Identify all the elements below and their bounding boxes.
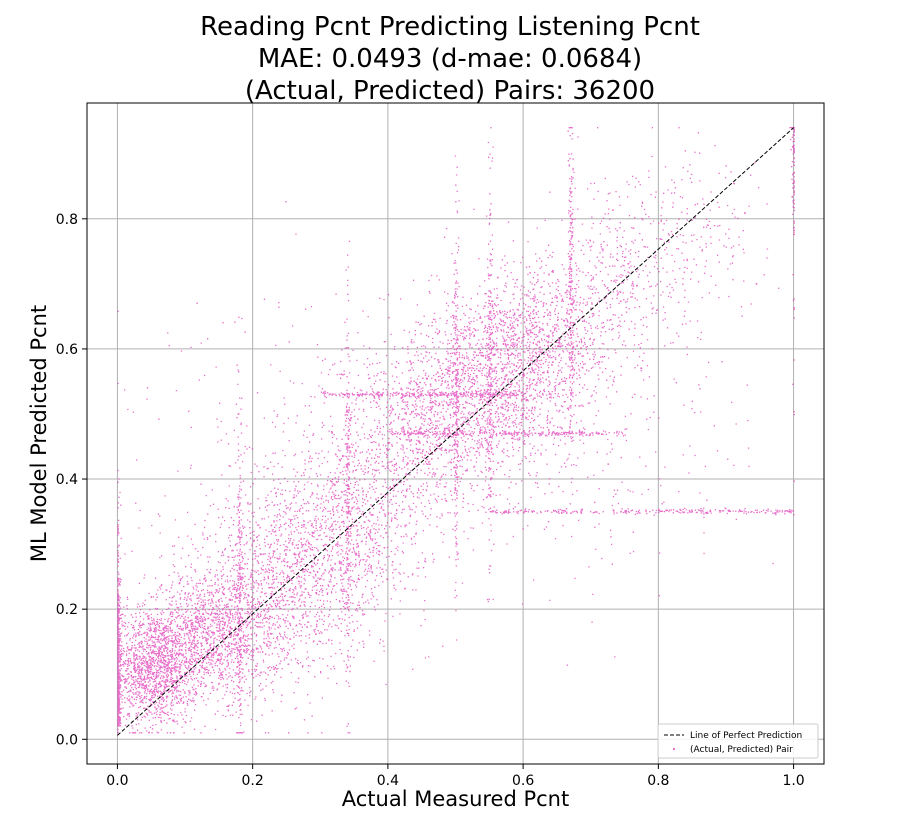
legend-swatch-point [673, 748, 675, 750]
y-tick-label: 0.2 [56, 602, 78, 618]
grid-lines [87, 103, 824, 764]
scatter-points [117, 127, 795, 734]
x-tick-label: 1.0 [782, 773, 804, 789]
legend-box [657, 723, 819, 759]
legend-label-point: (Actual, Predicted) Pair [690, 745, 793, 755]
y-axis-label: ML Model Predicted Pcnt [27, 305, 51, 562]
y-tick-label: 0.6 [56, 342, 78, 358]
x-tick-label: 0.2 [242, 773, 264, 789]
x-axis-ticks: 0.0 0.2 0.4 0.6 0.8 1.0 [106, 764, 805, 789]
legend: Line of Perfect Prediction (Actual, Pred… [657, 723, 819, 759]
legend-label-perfect-line: Line of Perfect Prediction [690, 731, 802, 741]
chart-title-line-1: Reading Pcnt Predicting Listening Pcnt [200, 12, 700, 42]
y-tick-label: 0.8 [56, 212, 78, 228]
y-tick-label: 0.4 [56, 472, 78, 488]
perfect-prediction-line [117, 127, 794, 736]
y-tick-label: 0.0 [56, 732, 78, 748]
x-tick-label: 0.8 [647, 773, 669, 789]
x-axis-label: Actual Measured Pcnt [342, 787, 569, 811]
chart-title-line-3: (Actual, Predicted) Pairs: 36200 [244, 76, 656, 106]
chart-title-line-2: MAE: 0.0493 (d-mae: 0.0684) [257, 44, 643, 74]
y-axis-ticks: 0.0 0.2 0.4 0.6 0.8 [56, 212, 87, 748]
x-tick-label: 0.6 [512, 773, 534, 789]
plot-frame [86, 102, 825, 765]
x-tick-label: 0.0 [106, 773, 128, 789]
scatter-point-cloud [117, 127, 795, 734]
x-tick-label: 0.4 [377, 773, 399, 789]
